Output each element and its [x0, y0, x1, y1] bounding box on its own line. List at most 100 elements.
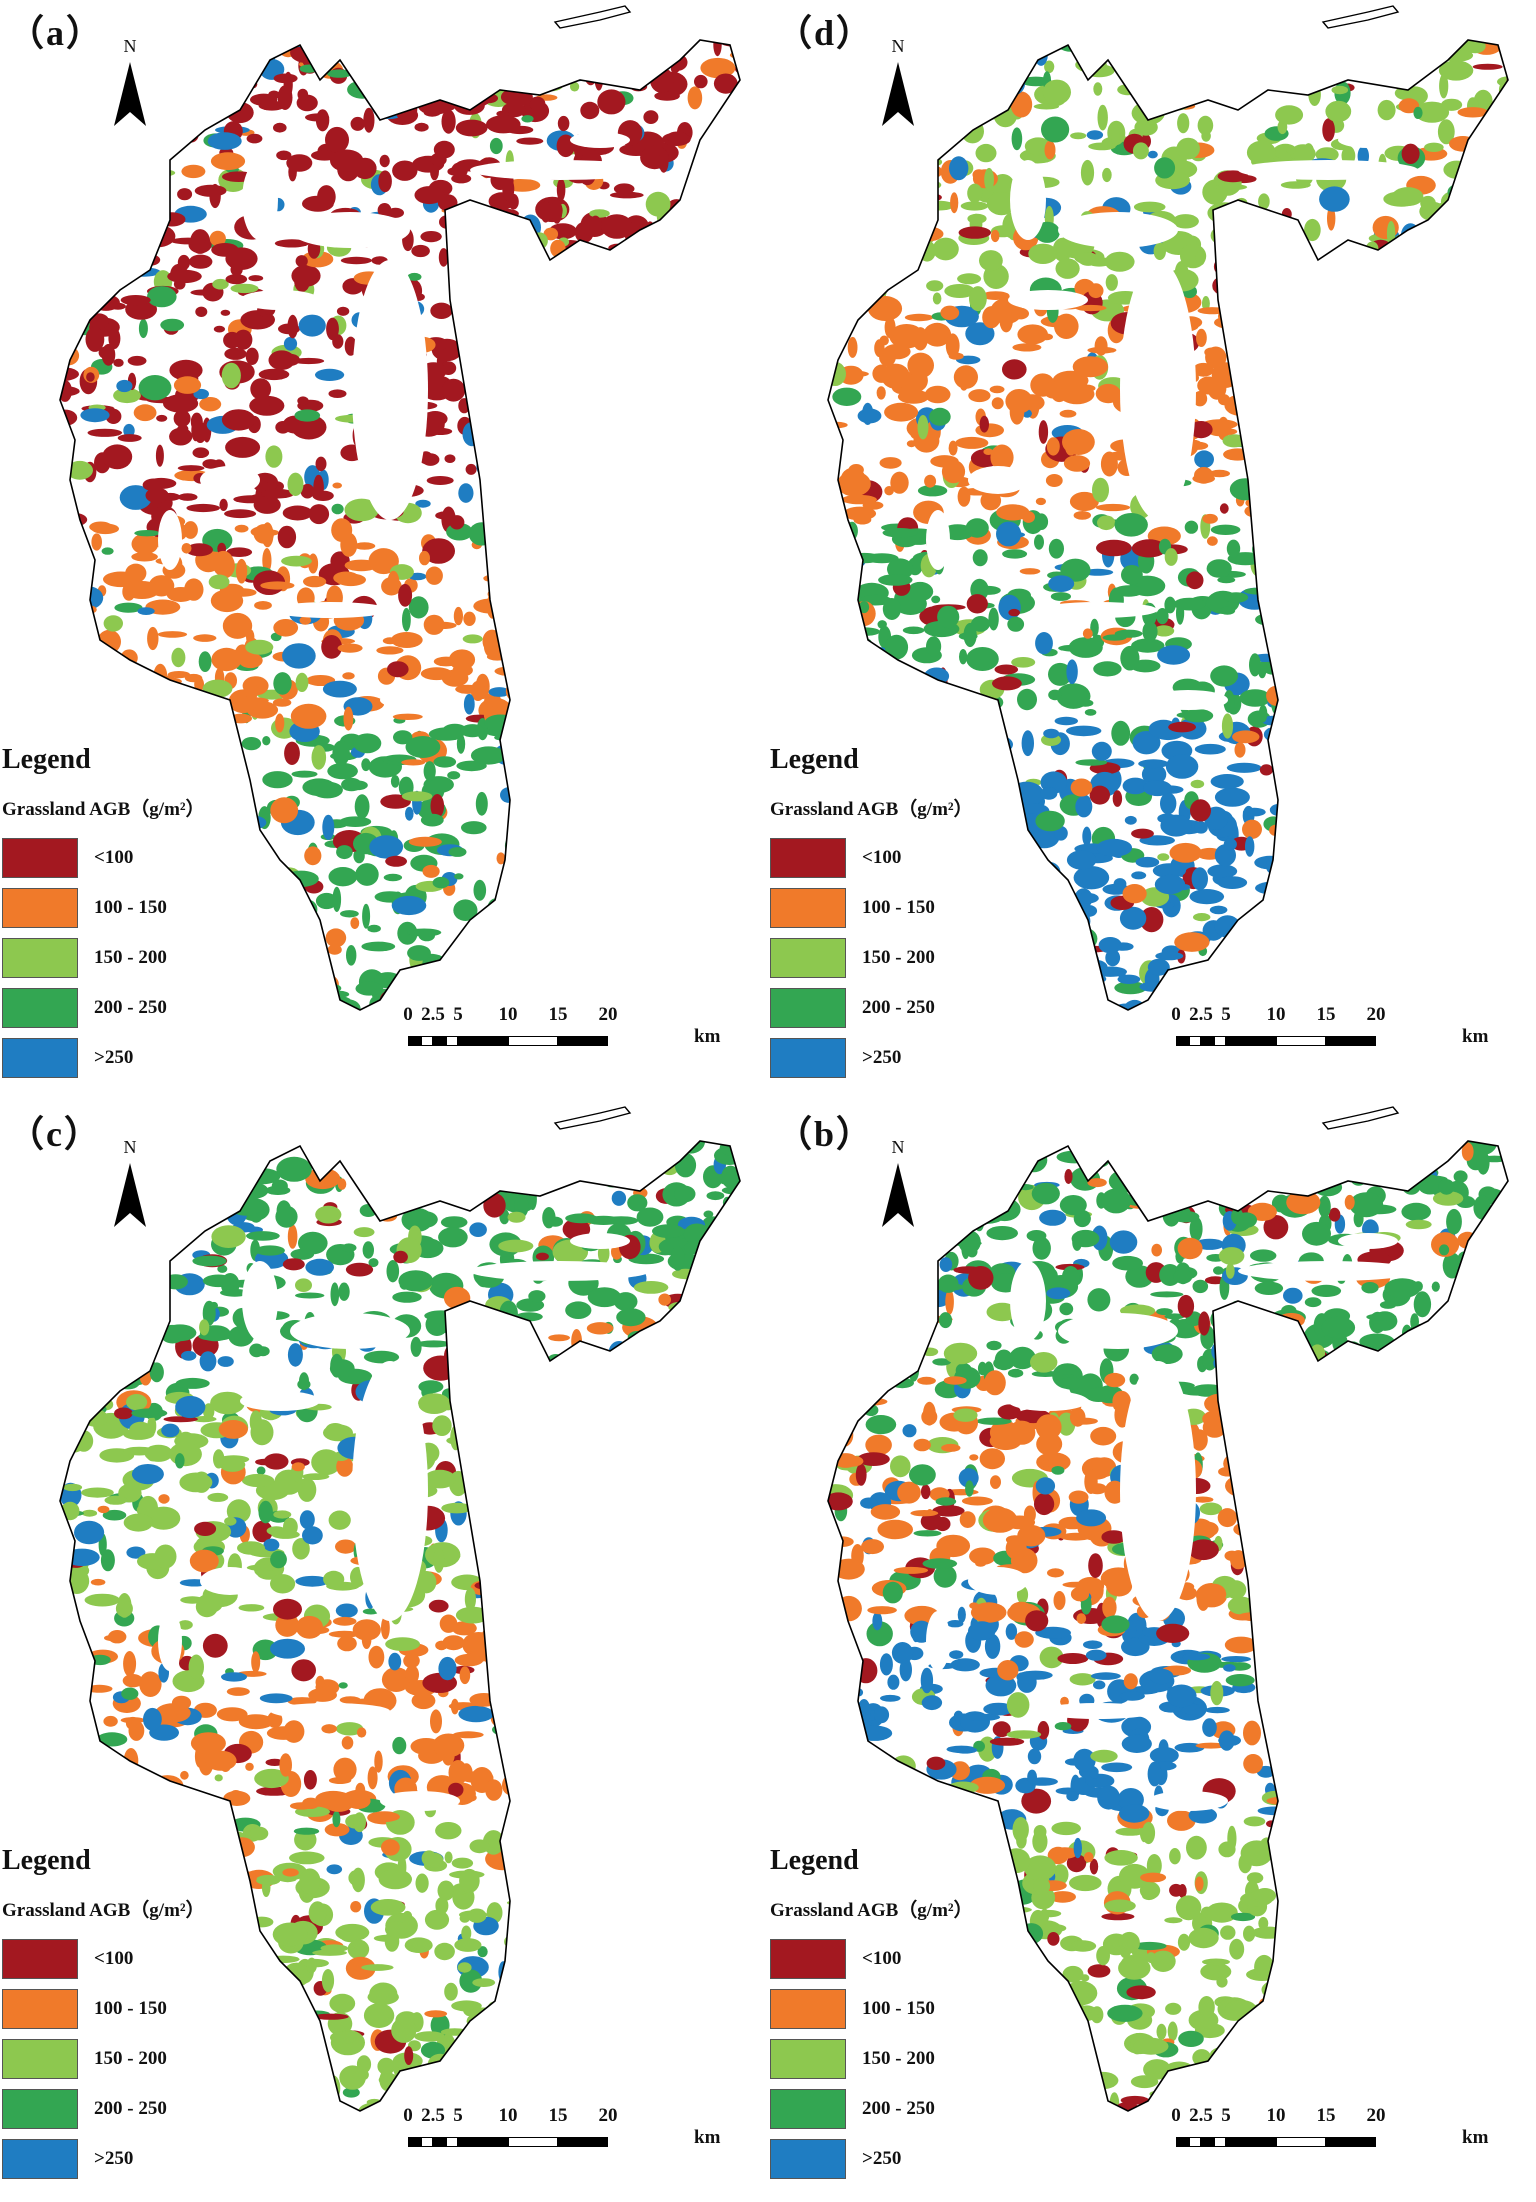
scale-bar-segment: [420, 1036, 433, 1046]
agb-pixel-patch: [643, 446, 653, 459]
agb-pixel-patch: [617, 1558, 648, 1573]
agb-pixel-patch: [542, 1207, 556, 1229]
legend-label: 150 - 200: [94, 947, 167, 968]
agb-pixel-patch: [584, 963, 598, 978]
agb-pixel-patch: [1311, 572, 1323, 596]
agb-pixel-patch: [441, 378, 466, 402]
agb-pixel-patch: [722, 2027, 732, 2048]
agb-pixel-patch: [158, 1494, 170, 1504]
agb-pixel-patch: [646, 1661, 680, 1671]
agb-pixel-patch: [103, 1715, 118, 1727]
agb-pixel-patch: [298, 1231, 328, 1255]
agb-pixel-patch: [635, 241, 653, 267]
agb-pixel-patch: [508, 919, 530, 937]
agb-pixel-patch: [553, 290, 575, 313]
agb-pixel-patch: [1219, 94, 1243, 103]
agb-pixel-patch: [828, 243, 838, 251]
agb-pixel-patch: [597, 1450, 634, 1472]
agb-pixel-patch: [489, 2084, 520, 2093]
legend-item: >250: [770, 1033, 1070, 1083]
agb-pixel-patch: [1360, 805, 1373, 816]
agb-pixel-patch: [931, 595, 941, 604]
agb-pixel-patch: [675, 695, 707, 703]
agb-pixel-patch: [1353, 325, 1388, 332]
agb-pixel-patch: [209, 82, 220, 92]
agb-pixel-patch: [878, 574, 913, 586]
agb-pixel-patch: [936, 79, 970, 101]
agb-pixel-patch: [1223, 448, 1253, 461]
agb-pixel-patch: [1141, 764, 1167, 785]
agb-pixel-patch: [1324, 339, 1343, 360]
agb-pixel-patch: [1426, 905, 1452, 921]
agb-pixel-patch: [690, 922, 716, 944]
agb-pixel-patch: [708, 431, 723, 450]
agb-pixel-patch: [660, 585, 696, 598]
agb-pixel-patch: [830, 67, 853, 76]
agb-pixel-patch: [628, 337, 661, 357]
agb-pixel-patch: [1333, 62, 1357, 71]
agb-pixel-patch: [628, 1253, 665, 1265]
scale-tick-label: 0: [403, 1004, 413, 1025]
agb-pixel-patch: [92, 130, 113, 157]
agb-pixel-patch: [149, 1362, 164, 1383]
agb-pixel-patch: [1034, 513, 1049, 530]
agb-pixel-patch: [606, 1851, 632, 1875]
agb-pixel-patch: [383, 873, 403, 882]
agb-pixel-patch: [520, 827, 555, 854]
agb-pixel-patch: [620, 1596, 645, 1615]
agb-pixel-patch: [653, 449, 673, 471]
agb-pixel-patch: [691, 968, 719, 975]
agb-pixel-patch: [207, 132, 242, 150]
agb-pixel-patch: [339, 2065, 366, 2090]
agb-pixel-patch: [615, 1653, 624, 1666]
agb-pixel-patch: [627, 1194, 648, 1212]
agb-pixel-patch: [1490, 286, 1506, 306]
scale-unit: km: [1462, 1026, 1489, 1047]
agb-pixel-patch: [697, 590, 712, 602]
agb-pixel-patch: [82, 1240, 102, 1259]
agb-pixel-patch: [608, 76, 641, 86]
agb-pixel-patch: [60, 1727, 78, 1737]
agb-pixel-patch: [540, 201, 551, 223]
agb-pixel-patch: [138, 1495, 158, 1519]
agb-pixel-patch: [926, 636, 942, 657]
agb-pixel-patch: [442, 1161, 469, 1169]
agb-pixel-patch: [725, 951, 740, 969]
agb-pixel-patch: [980, 58, 1006, 79]
agb-pixel-patch: [614, 869, 649, 887]
agb-pixel-patch: [1375, 533, 1407, 546]
agb-pixel-patch: [323, 1570, 345, 1588]
agb-pixel-patch: [282, 1258, 305, 1271]
agb-pixel-patch: [508, 40, 540, 48]
agb-pixel-patch: [87, 154, 107, 181]
agb-pixel-patch: [1424, 651, 1453, 661]
agb-pixel-patch: [322, 814, 335, 840]
agb-pixel-patch: [305, 113, 330, 122]
agb-pixel-patch: [330, 149, 364, 172]
agb-pixel-patch: [707, 247, 728, 263]
agb-pixel-patch: [422, 411, 448, 427]
agb-pixel-patch: [163, 688, 194, 700]
agb-pixel-patch: [510, 1713, 533, 1720]
agb-pixel-patch: [519, 552, 554, 574]
agb-pixel-patch: [884, 316, 896, 339]
agb-pixel-patch: [1298, 620, 1334, 631]
agb-pixel-patch: [556, 460, 580, 467]
agb-pixel-patch: [338, 1682, 348, 1689]
agb-pixel-patch: [487, 898, 505, 920]
agb-pixel-patch: [425, 566, 443, 585]
agb-pixel-patch: [64, 1548, 100, 1566]
agb-pixel-patch: [501, 1353, 525, 1369]
agb-pixel-patch: [439, 215, 456, 229]
agb-pixel-patch: [551, 1818, 581, 1840]
agb-pixel-patch: [478, 324, 493, 345]
agb-pixel-patch: [577, 1897, 595, 1911]
agb-pixel-patch: [477, 1531, 500, 1544]
agb-pixel-patch: [1226, 208, 1253, 219]
agb-pixel-patch: [1454, 761, 1481, 768]
agb-pixel-patch: [447, 58, 457, 74]
agb-pixel-patch: [941, 698, 959, 717]
agb-pixel-patch: [414, 122, 429, 132]
agb-pixel-patch: [385, 1637, 420, 1651]
agb-pixel-patch: [1428, 355, 1465, 370]
